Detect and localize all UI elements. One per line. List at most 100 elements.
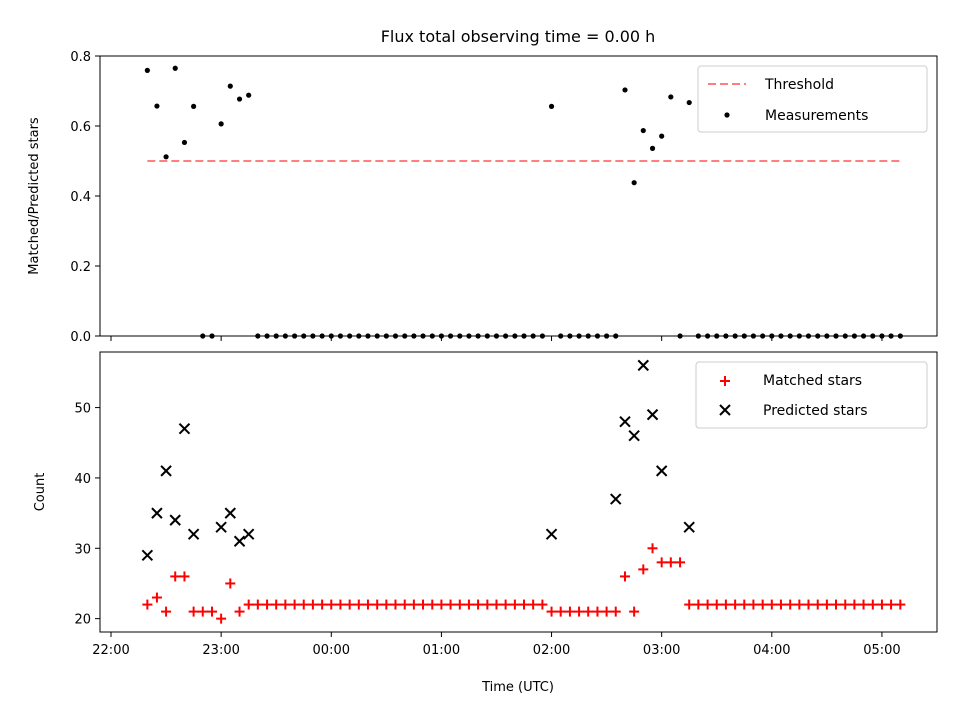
matched-stars-legend-marker — [720, 376, 730, 386]
matched-stars-point — [225, 578, 236, 589]
matched-stars-point — [353, 599, 364, 610]
measurement-point — [163, 154, 169, 160]
matched-stars-point — [583, 606, 594, 617]
count-x-tick-label: 05:00 — [863, 643, 900, 658]
matched-stars-point — [858, 599, 869, 610]
matched-stars-point — [335, 599, 346, 610]
matched-stars-point — [867, 599, 878, 610]
matched-stars-point — [307, 599, 318, 610]
matched-stars-point — [197, 606, 208, 617]
measurement-point — [181, 139, 188, 146]
predicted-stars-point — [655, 465, 668, 477]
matched-stars-legend-label: Matched stars — [763, 373, 862, 389]
ratio-y-tick-label: 0.6 — [70, 120, 91, 135]
predicted-stars-legend-label: Predicted stars — [763, 403, 868, 419]
matched-stars-point — [647, 543, 658, 554]
predicted-stars-point — [610, 493, 622, 505]
matched-stars-point — [262, 599, 273, 610]
count-axes: Count Time (UTC) 20 30 40 50 22:00 23:00 00:0… — [33, 351, 938, 695]
measurements-legend-label: Measurements — [765, 108, 868, 124]
measurement-point — [686, 99, 692, 106]
measurement-point — [668, 94, 674, 100]
matched-stars-point — [170, 571, 181, 582]
matched-stars-point — [564, 606, 575, 617]
count-y-tick-label: 40 — [74, 472, 91, 487]
predicted-stars-point — [242, 528, 255, 540]
matched-stars-point — [216, 613, 227, 624]
matched-stars-point — [243, 599, 254, 610]
matched-stars-point — [720, 599, 731, 610]
predicted-stars-point — [637, 359, 649, 372]
matched-stars-point — [271, 599, 282, 610]
count-x-tick-label: 00:00 — [313, 643, 350, 658]
matched-stars-point — [399, 599, 410, 610]
count-y-axis-label: Count — [33, 473, 48, 512]
threshold-legend-label: Threshold — [764, 77, 834, 93]
predicted-stars-point — [187, 528, 200, 540]
predicted-stars-point — [224, 507, 236, 519]
matched-stars-point — [619, 571, 630, 582]
count-x-tick-label: 23:00 — [202, 643, 239, 658]
measurement-point — [649, 145, 656, 151]
matched-stars-point — [151, 592, 162, 603]
matched-stars-point — [574, 606, 585, 617]
measurement-point — [236, 96, 243, 102]
matched-stars-point — [766, 599, 777, 610]
matched-stars-point — [840, 599, 851, 610]
matched-stars-point — [592, 606, 603, 617]
count-x-axis-label: Time (UTC) — [481, 680, 554, 695]
measurement-point — [622, 87, 628, 93]
matched-stars-point — [289, 599, 300, 610]
count-y-ticks: 20 30 40 50 — [74, 402, 100, 628]
matched-stars-point — [528, 599, 539, 610]
matched-stars-point — [509, 599, 520, 610]
matched-stars-point — [555, 606, 566, 617]
measurement-point — [144, 67, 150, 73]
matched-stars-points — [142, 543, 906, 624]
ratio-y-tick-label: 0.4 — [70, 190, 91, 205]
measurement-point — [548, 103, 555, 109]
count-x-tick-label: 03:00 — [643, 643, 680, 658]
matched-stars-point — [252, 599, 263, 610]
count-y-tick-label: 30 — [74, 542, 91, 557]
predicted-stars-legend-marker — [719, 404, 731, 416]
matched-stars-point — [821, 599, 832, 610]
matched-stars-point — [372, 599, 383, 610]
predicted-stars-point — [160, 465, 172, 477]
count-x-tick-label: 04:00 — [753, 643, 790, 658]
measurement-point — [631, 180, 637, 186]
matched-stars-point — [473, 599, 484, 610]
matched-stars-point — [234, 606, 245, 617]
matched-stars-point — [280, 599, 291, 610]
ratio-y-tick-label: 0.2 — [70, 260, 91, 275]
matched-stars-point — [381, 599, 392, 610]
ratio-y-tick-label: 0.8 — [70, 50, 91, 65]
matched-stars-point — [702, 599, 713, 610]
measurement-point — [191, 103, 197, 109]
matched-stars-point — [142, 599, 153, 610]
matched-stars-point — [179, 571, 190, 582]
count-y-tick-label: 20 — [74, 613, 91, 628]
ratio-y-ticks: 0.0 0.2 0.4 0.6 0.8 — [70, 50, 100, 345]
matched-stars-point — [546, 606, 557, 617]
matched-stars-point — [207, 606, 218, 617]
predicted-stars-point — [169, 514, 181, 526]
matched-stars-point — [454, 599, 465, 610]
matched-stars-point — [436, 599, 447, 610]
matched-stars-point — [298, 599, 309, 610]
count-y-tick-label: 50 — [74, 402, 91, 417]
matched-stars-point — [344, 599, 355, 610]
matched-stars-point — [775, 599, 786, 610]
matched-stars-point — [629, 606, 640, 617]
matched-stars-point — [390, 599, 401, 610]
matched-stars-point — [500, 599, 511, 610]
measurement-point — [640, 127, 646, 134]
matched-stars-point — [748, 599, 759, 610]
ratio-y-axis-label: Matched/Predicted stars — [27, 117, 42, 275]
matched-stars-point — [895, 599, 906, 610]
measurement-point — [172, 65, 178, 71]
ratio-legend: Threshold Measurements — [697, 65, 928, 133]
measurement-point — [218, 121, 224, 127]
measurement-point — [246, 92, 252, 98]
predicted-stars-point — [646, 408, 659, 421]
